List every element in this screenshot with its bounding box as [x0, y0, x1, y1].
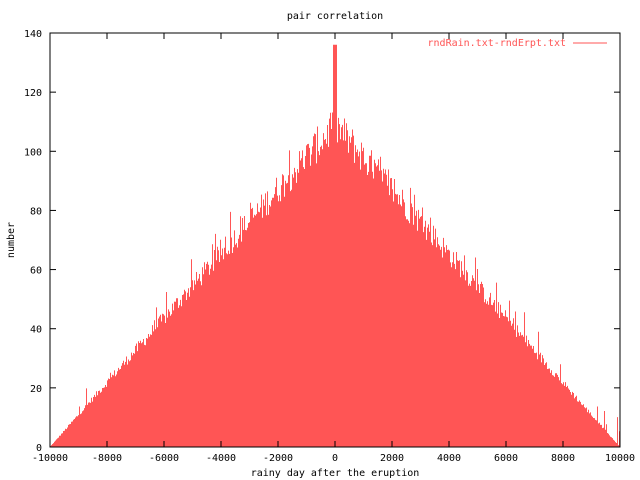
y-tick-label: 60	[30, 266, 42, 277]
x-tick-label: -4000	[206, 453, 236, 464]
histogram-spikes	[50, 44, 620, 447]
x-tick-label: 10000	[605, 453, 635, 464]
legend: rndRain.txt-rndErpt.txt	[428, 38, 607, 49]
x-tick-label: 6000	[494, 453, 518, 464]
y-tick-label: 140	[24, 29, 42, 40]
x-tick-label: -10000	[32, 453, 68, 464]
x-axis: -10000 -8000 -6000 -4000 -2000 0 2000 4000 6000 8…	[32, 33, 635, 464]
y-axis: 0 20 40 60 80 100 120 140	[24, 29, 620, 454]
y-tick-label: 100	[24, 147, 42, 158]
x-axis-label: rainy day after the eruption	[251, 468, 420, 479]
y-tick-label: 20	[30, 384, 42, 395]
y-tick-label: 0	[36, 443, 42, 454]
x-tick-label: 2000	[380, 453, 404, 464]
x-tick-label: 8000	[551, 453, 575, 464]
y-tick-label: 80	[30, 206, 42, 217]
legend-entry-label: rndRain.txt-rndErpt.txt	[428, 38, 566, 49]
y-tick-label: 120	[24, 88, 42, 99]
chart-title: pair correlation	[287, 11, 383, 22]
histogram-bars	[50, 44, 620, 447]
x-tick-label: 4000	[437, 453, 461, 464]
x-tick-label: 0	[332, 453, 338, 464]
y-tick-label: 40	[30, 325, 42, 336]
y-axis-label: number	[6, 222, 17, 258]
x-tick-label: -8000	[92, 453, 122, 464]
x-tick-label: -6000	[149, 453, 179, 464]
x-tick-label: -2000	[263, 453, 293, 464]
